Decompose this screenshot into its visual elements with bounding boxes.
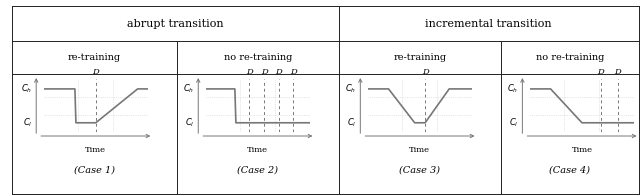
Text: $C_h$: $C_h$ xyxy=(21,83,32,95)
Text: D: D xyxy=(275,68,282,76)
Text: Time: Time xyxy=(247,145,268,153)
Text: D: D xyxy=(92,68,99,76)
Text: re-training: re-training xyxy=(68,53,121,62)
Text: (Case 2): (Case 2) xyxy=(237,166,278,175)
Text: D: D xyxy=(614,68,621,76)
Text: D: D xyxy=(290,68,297,76)
Text: D: D xyxy=(260,68,268,76)
Text: incremental transition: incremental transition xyxy=(426,18,552,29)
Text: $C_h$: $C_h$ xyxy=(345,83,356,95)
Text: (Case 1): (Case 1) xyxy=(74,166,115,175)
Text: $C_l$: $C_l$ xyxy=(509,117,518,129)
Text: abrupt transition: abrupt transition xyxy=(127,18,223,29)
Text: re-training: re-training xyxy=(394,53,447,62)
Text: D: D xyxy=(422,68,429,76)
Text: Time: Time xyxy=(572,145,593,153)
Text: $C_h$: $C_h$ xyxy=(507,83,518,95)
Text: $C_h$: $C_h$ xyxy=(183,83,194,95)
Text: (Case 3): (Case 3) xyxy=(399,166,440,175)
Text: $C_l$: $C_l$ xyxy=(347,117,356,129)
Text: D: D xyxy=(246,68,253,76)
Text: Time: Time xyxy=(85,145,106,153)
Text: Time: Time xyxy=(410,145,431,153)
Text: D: D xyxy=(597,68,604,76)
Text: no re-training: no re-training xyxy=(536,53,604,62)
Text: no re-training: no re-training xyxy=(223,53,292,62)
Text: $C_l$: $C_l$ xyxy=(184,117,194,129)
Text: (Case 4): (Case 4) xyxy=(549,166,590,175)
Text: $C_l$: $C_l$ xyxy=(22,117,32,129)
